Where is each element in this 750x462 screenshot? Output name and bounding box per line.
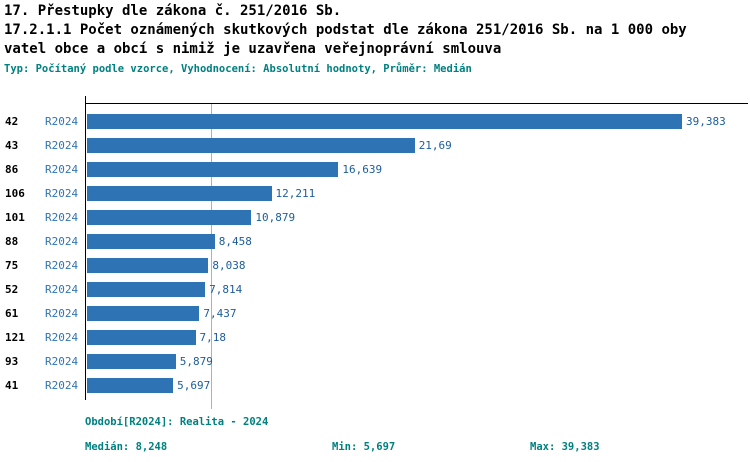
row-period-label: R2024 (45, 235, 79, 248)
axis-left-line (85, 103, 86, 400)
row-period-label: R2024 (45, 283, 79, 296)
bar (87, 354, 176, 369)
row-id-label: 41 (5, 379, 19, 392)
chart-row: 93 R2024 5,879 (0, 350, 750, 374)
chart-row: 41 R2024 5,697 (0, 374, 750, 398)
stat-median-label: Medián: 8,248 (85, 441, 168, 453)
chart-row: 86 R2024 16,639 (0, 158, 750, 182)
bar-value-label: 10,879 (255, 211, 296, 224)
bar (87, 378, 174, 393)
row-id-label: 121 (5, 331, 25, 344)
row-period-label: R2024 (45, 259, 79, 272)
chart-row: 121 R2024 7,18 (0, 326, 750, 350)
row-period-label: R2024 (45, 379, 79, 392)
bar-value-label: 7,437 (203, 307, 237, 320)
row-period-label: R2024 (45, 307, 79, 320)
row-id-label: 52 (5, 283, 19, 296)
bar (87, 186, 272, 201)
chart-row: 101 R2024 10,879 (0, 206, 750, 230)
bar-value-label: 39,383 (686, 115, 726, 128)
bar-value-label: 7,814 (209, 283, 243, 296)
meta-line: Typ: Počítaný podle vzorce, Vyhodnocení:… (4, 63, 472, 75)
chart-row: 88 R2024 8,458 (0, 230, 750, 254)
bar (87, 330, 196, 345)
bar-value-label: 12,211 (275, 187, 316, 200)
indicator-title-line1: 17.2.1.1 Počet oznámených skutkových pod… (4, 22, 687, 38)
bar (87, 282, 206, 297)
row-period-label: R2024 (45, 211, 79, 224)
bar (87, 162, 339, 177)
row-id-label: 86 (5, 163, 19, 176)
chart-row: 61 R2024 7,437 (0, 302, 750, 326)
row-id-label: 61 (5, 307, 19, 320)
bar-value-label: 5,879 (179, 355, 213, 368)
row-id-label: 88 (5, 235, 19, 248)
axis-top-line (85, 103, 748, 104)
chart-row: 52 R2024 7,814 (0, 278, 750, 302)
bar-value-label: 8,458 (218, 235, 252, 248)
chart-row: 42 R2024 39,383 (0, 110, 750, 134)
row-id-label: 42 (5, 115, 19, 128)
bar-value-label: 16,639 (342, 163, 383, 176)
axis-tick (85, 96, 86, 104)
bar (87, 234, 215, 249)
row-period-label: R2024 (45, 187, 79, 200)
row-id-label: 93 (5, 355, 19, 368)
row-period-label: R2024 (45, 331, 79, 344)
bar-chart: 42 R2024 39,383 43 R2024 21,69 86 R2024 16,639 10… (0, 110, 750, 398)
bar-value-label: 8,038 (212, 259, 246, 272)
chapter-title: 17. Přestupky dle zákona č. 251/2016 Sb. (4, 3, 342, 19)
chart-row: 106 R2024 12,211 (0, 182, 750, 206)
row-period-label: R2024 (45, 139, 79, 152)
row-period-label: R2024 (45, 163, 79, 176)
row-id-label: 101 (5, 211, 25, 224)
indicator-title-line2: vatel obce a obcí s nimiž je uzavřena ve… (4, 41, 502, 57)
bar (87, 306, 200, 321)
row-id-label: 43 (5, 139, 19, 152)
row-id-label: 106 (5, 187, 25, 200)
chart-row: 43 R2024 21,69 (0, 134, 750, 158)
bar (87, 114, 682, 129)
stat-max-label: Max: 39,383 (530, 441, 600, 453)
bar-value-label: 7,18 (199, 331, 227, 344)
bar-value-label: 21,69 (418, 139, 452, 152)
period-info-label: Období[R2024]: Realita - 2024 (85, 416, 269, 428)
median-line (210, 104, 212, 409)
bar-value-label: 5,697 (177, 379, 211, 392)
bar (87, 210, 252, 225)
stat-min-label: Min: 5,697 (332, 441, 396, 453)
row-period-label: R2024 (45, 115, 79, 128)
chart-row: 75 R2024 8,038 (0, 254, 750, 278)
bar (87, 258, 209, 273)
row-id-label: 75 (5, 259, 19, 272)
bar (87, 138, 415, 153)
row-period-label: R2024 (45, 355, 79, 368)
